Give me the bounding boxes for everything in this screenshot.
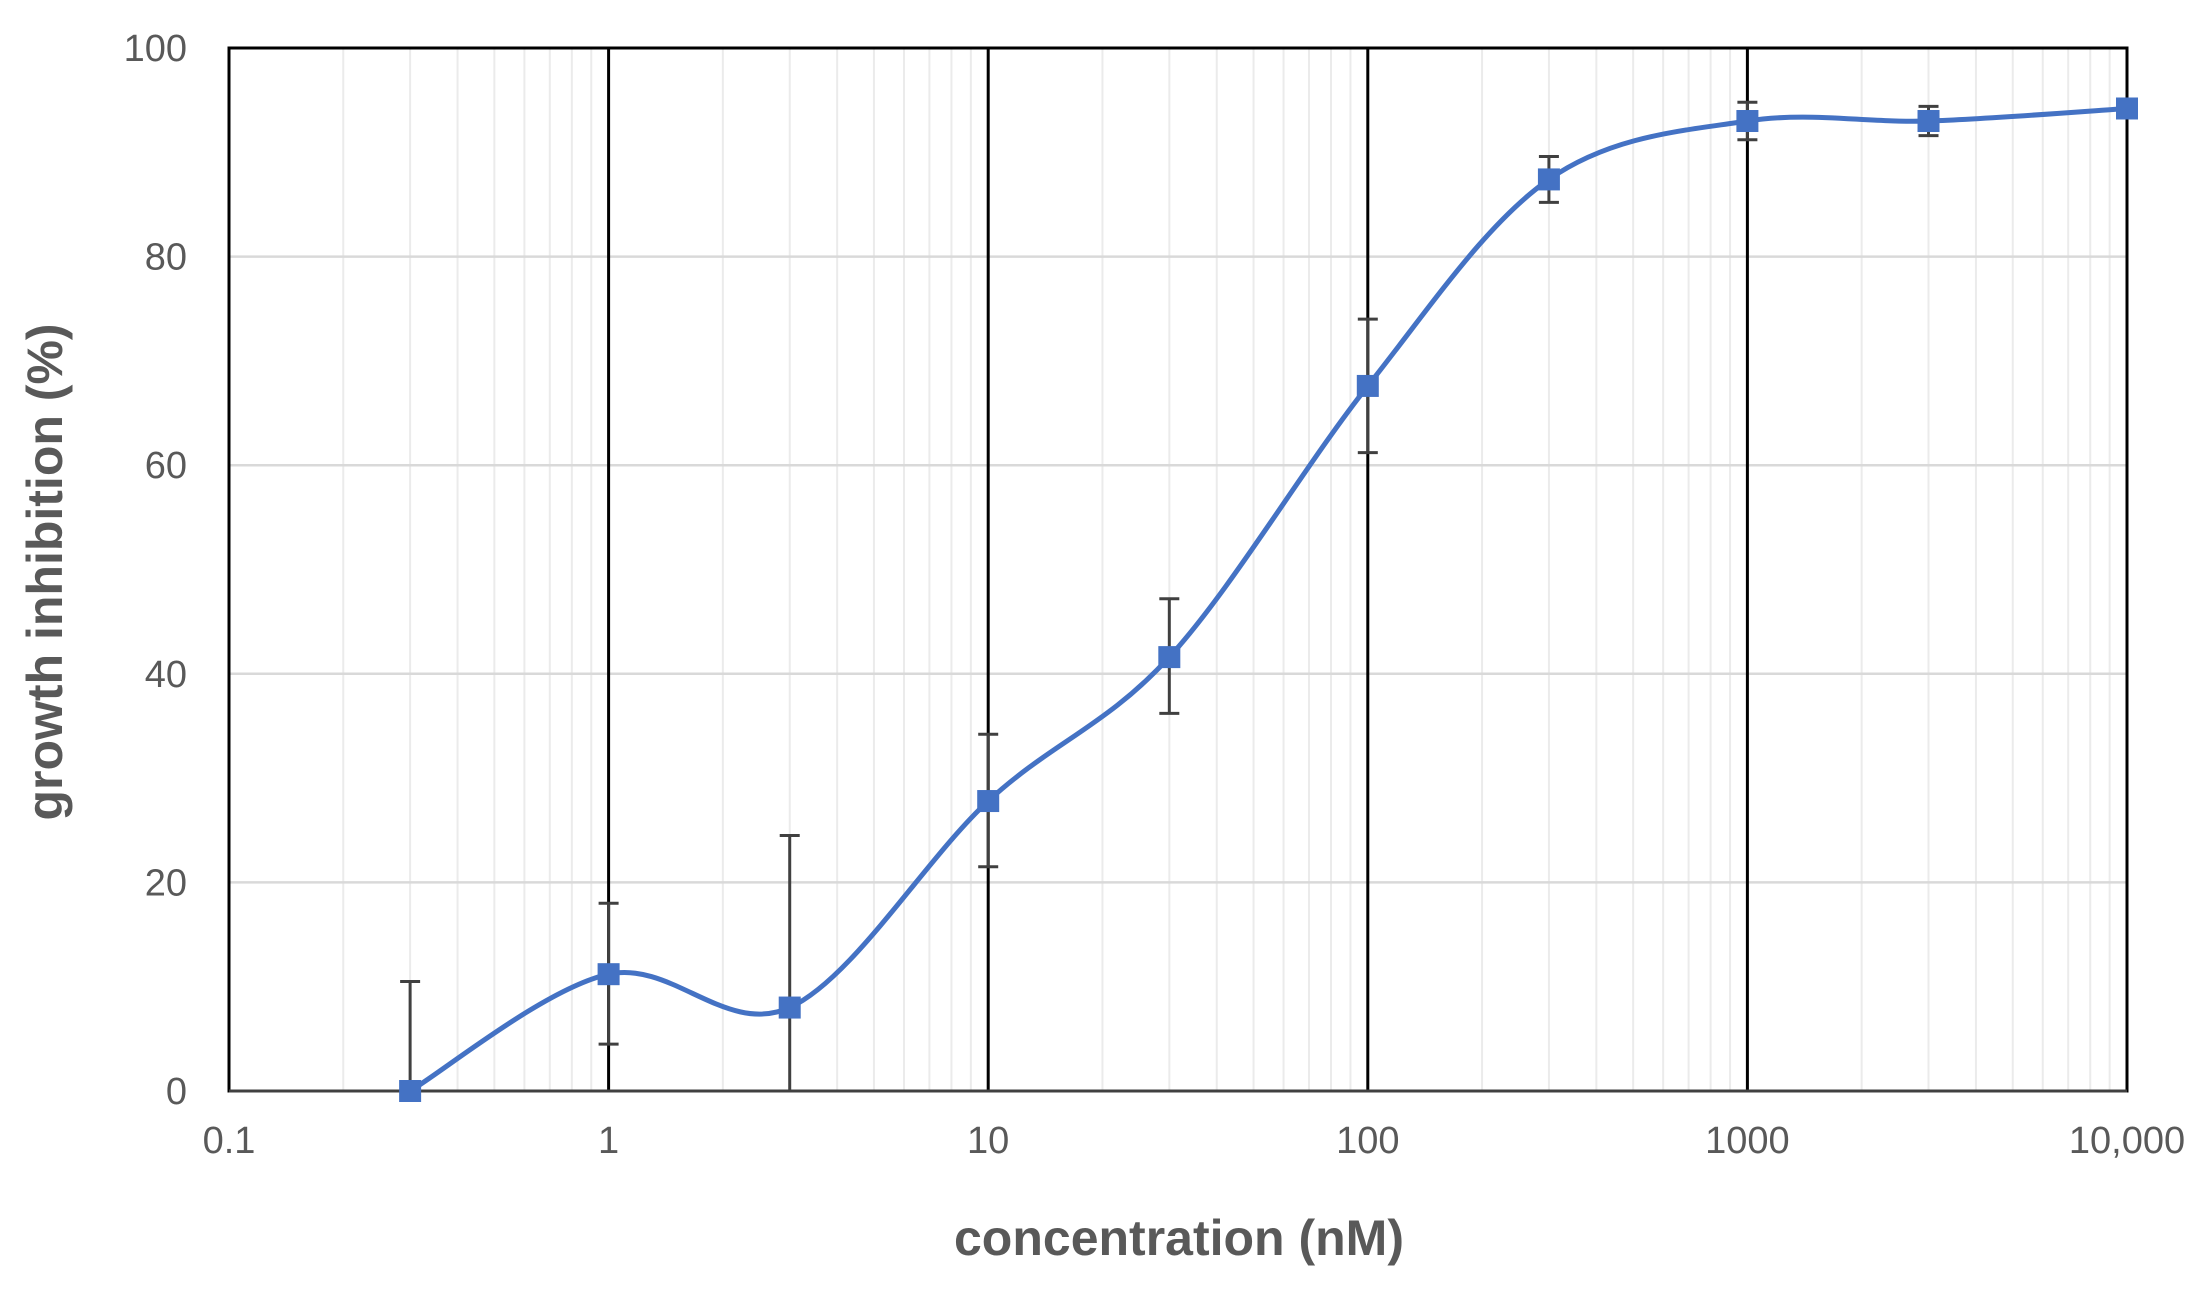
- data-point-marker: [977, 790, 1000, 813]
- y-tick-label: 20: [145, 862, 187, 904]
- y-tick-label: 0: [166, 1071, 187, 1113]
- series-line: [408, 105, 2128, 1094]
- data-point-marker: [1158, 646, 1181, 669]
- x-tick-label: 10,000: [2069, 1120, 2185, 1162]
- data-point-marker: [1537, 168, 1560, 191]
- y-tick-label: 40: [145, 654, 187, 696]
- x-tick-label: 1: [598, 1120, 619, 1162]
- x-tick-label: 1000: [1705, 1120, 1790, 1162]
- y-tick-label: 100: [124, 28, 187, 70]
- x-tick-label: 0.1: [203, 1120, 256, 1162]
- series-layer: [399, 97, 2138, 1102]
- data-point-marker: [597, 963, 620, 986]
- y-axis-title: growth inhibition (%): [17, 323, 73, 820]
- y-tick-label: 60: [145, 445, 187, 487]
- data-point-marker: [399, 1080, 422, 1102]
- data-point-marker: [1917, 110, 1940, 133]
- data-point-marker: [778, 996, 801, 1019]
- x-tick-label: 10: [967, 1120, 1009, 1162]
- ticks-layer: 0.1 1 10 100 1000 10,000 0 20 40 60 80 100: [124, 28, 2186, 1162]
- data-point-marker: [1356, 374, 1379, 397]
- x-tick-label: 100: [1336, 1120, 1399, 1162]
- y-tick-label: 80: [145, 237, 187, 279]
- axes-layer: [227, 46, 2129, 1093]
- x-axis-title: concentration (nM): [954, 1210, 1404, 1266]
- data-point-marker: [1736, 110, 1759, 133]
- data-point-marker: [2116, 97, 2138, 120]
